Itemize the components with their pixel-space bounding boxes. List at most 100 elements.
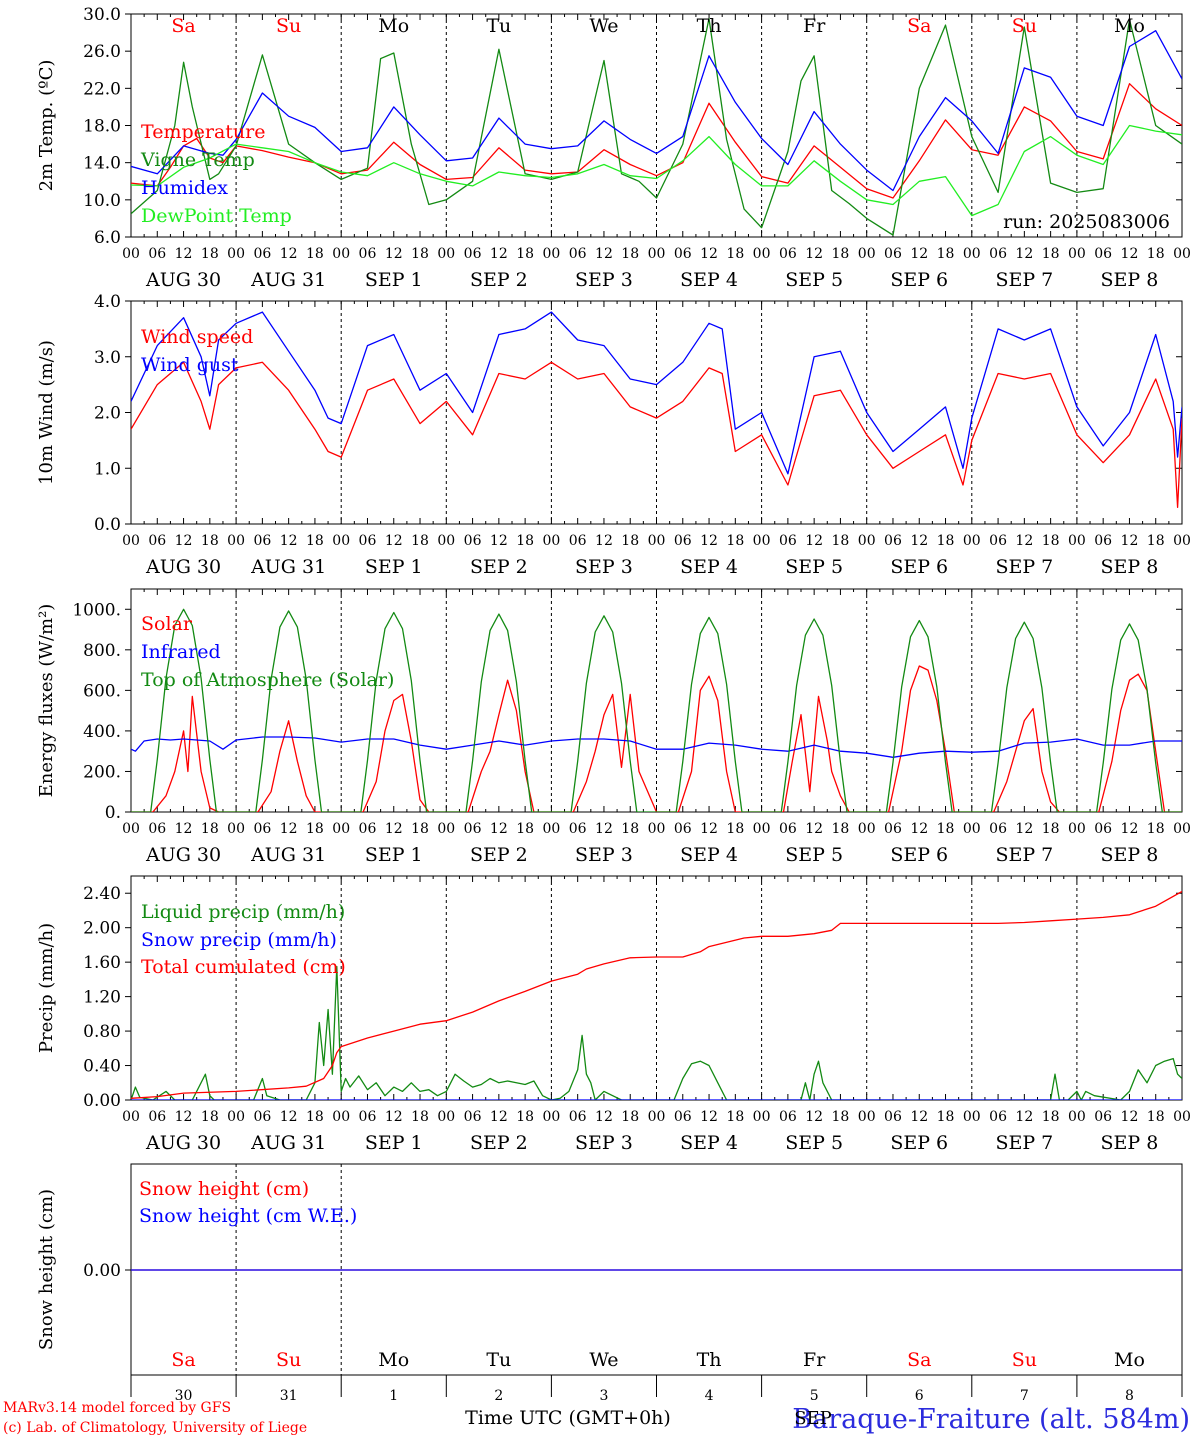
hour-tick-label: 12 xyxy=(1121,821,1139,837)
hour-tick-label: 12 xyxy=(280,246,298,262)
hour-tick-label: 18 xyxy=(411,246,429,262)
hour-tick-label: 00 xyxy=(858,821,876,837)
hour-tick-label: 18 xyxy=(516,533,534,549)
run-label: run: 2025083006 xyxy=(1003,211,1170,233)
hour-tick-label: 00 xyxy=(858,533,876,549)
hour-tick-label: 18 xyxy=(726,1109,744,1125)
date-label: SEP 1 xyxy=(365,556,423,578)
date-label: SEP 1 xyxy=(365,269,423,291)
hour-tick-label: 00 xyxy=(753,246,771,262)
hour-tick-label: 12 xyxy=(910,1109,928,1125)
legend-entry: Snow height (cm) xyxy=(139,1178,309,1200)
hour-tick-label: 18 xyxy=(201,246,219,262)
hour-tick-label: 18 xyxy=(621,533,639,549)
y-tick-label: 600. xyxy=(83,681,121,701)
y-tick-label: 1.0 xyxy=(94,459,121,479)
y-tick-label: 30.0 xyxy=(83,5,121,25)
hour-tick-label: 06 xyxy=(989,1109,1007,1125)
hour-tick-label: 18 xyxy=(937,821,955,837)
date-label: SEP 7 xyxy=(995,844,1053,866)
footer-copyright-line: (c) Lab. of Climatology, University of L… xyxy=(3,1420,307,1436)
hour-tick-label: 18 xyxy=(937,1109,955,1125)
day-number-label: 3 xyxy=(599,1388,608,1404)
hour-tick-label: 12 xyxy=(175,1109,193,1125)
hour-tick-label: 12 xyxy=(490,821,508,837)
hour-tick-label: 06 xyxy=(674,1109,692,1125)
footer-model-line: MARv3.14 model forced by GFS xyxy=(3,1400,231,1416)
date-label: AUG 30 xyxy=(145,844,221,866)
hour-tick-label: 18 xyxy=(411,1109,429,1125)
hour-tick-label: 00 xyxy=(1068,1109,1086,1125)
date-label: SEP 2 xyxy=(470,844,528,866)
hour-tick-label: 06 xyxy=(1094,821,1112,837)
day-number-label: 2 xyxy=(494,1388,503,1404)
hour-tick-label: 12 xyxy=(1015,1109,1033,1125)
legend-entry: Temperature xyxy=(141,121,265,143)
date-label: SEP 5 xyxy=(785,1132,843,1154)
hour-tick-label: 00 xyxy=(1068,246,1086,262)
date-label: AUG 31 xyxy=(250,269,326,291)
hour-tick-label: 18 xyxy=(306,821,324,837)
hour-tick-label: 06 xyxy=(253,821,271,837)
weekday-label: Tu xyxy=(486,15,511,37)
hour-tick-label: 18 xyxy=(937,533,955,549)
legend-entry: Liquid precip (mm/h) xyxy=(141,901,345,923)
series-line-humidex xyxy=(131,30,1182,192)
day-number-label: 30 xyxy=(175,1388,193,1404)
time-axis-label: Time UTC (GMT+0h) xyxy=(465,1407,671,1429)
hour-tick-label: 06 xyxy=(884,533,902,549)
hour-tick-label: 06 xyxy=(779,533,797,549)
hour-tick-label: 12 xyxy=(1015,821,1033,837)
hour-tick-label: 06 xyxy=(253,246,271,262)
hour-tick-label: 00 xyxy=(542,1109,560,1125)
date-label: SEP 1 xyxy=(365,1132,423,1154)
hour-tick-label: 00 xyxy=(332,821,350,837)
hour-tick-label: 06 xyxy=(359,246,377,262)
hour-tick-label: 18 xyxy=(1147,533,1165,549)
y-tick-label: 0.00 xyxy=(83,1261,121,1281)
hour-tick-label: 00 xyxy=(1068,821,1086,837)
date-label: SEP 8 xyxy=(1101,269,1159,291)
hour-tick-label: 12 xyxy=(385,821,403,837)
hour-tick-label: 00 xyxy=(753,533,771,549)
series-line-total-cumulated-cm xyxy=(131,890,1182,1099)
hour-tick-label: 06 xyxy=(989,821,1007,837)
hour-tick-label: 00 xyxy=(227,533,245,549)
hour-tick-label: 12 xyxy=(175,533,193,549)
hour-tick-label: 06 xyxy=(569,821,587,837)
hour-tick-label: 18 xyxy=(1147,1109,1165,1125)
legend-entry: Total cumulated (cm) xyxy=(141,956,346,978)
y-tick-label: 0.0 xyxy=(94,515,121,535)
date-label: SEP 6 xyxy=(890,1132,948,1154)
y-tick-label: 22.0 xyxy=(83,79,121,99)
hour-tick-label: 12 xyxy=(280,533,298,549)
hour-tick-label: 00 xyxy=(648,821,666,837)
date-label: SEP 8 xyxy=(1101,1132,1159,1154)
hour-tick-label: 12 xyxy=(805,1109,823,1125)
hour-tick-label: 06 xyxy=(779,1109,797,1125)
hour-tick-label: 00 xyxy=(332,1109,350,1125)
station-label: Baraque-Fraiture (alt. 584m) xyxy=(792,1404,1190,1435)
hour-tick-label: 00 xyxy=(753,821,771,837)
day-number-label: 6 xyxy=(915,1388,924,1404)
hour-tick-label: 12 xyxy=(1121,246,1139,262)
series-line-wind-gust xyxy=(131,311,1182,475)
hour-tick-label: 00 xyxy=(1173,533,1191,549)
hour-tick-label: 18 xyxy=(516,246,534,262)
date-label: SEP 7 xyxy=(995,269,1053,291)
hour-tick-label: 06 xyxy=(464,246,482,262)
date-label: AUG 30 xyxy=(145,1132,221,1154)
series-line-dewpoint-temp xyxy=(131,124,1182,217)
hour-tick-label: 12 xyxy=(385,1109,403,1125)
hour-tick-label: 18 xyxy=(621,1109,639,1125)
date-label: SEP 6 xyxy=(890,844,948,866)
hour-tick-label: 12 xyxy=(805,821,823,837)
hour-tick-label: 18 xyxy=(201,1109,219,1125)
legend-entry: Wind speed xyxy=(141,326,253,348)
date-label: AUG 31 xyxy=(250,1132,326,1154)
hour-tick-label: 12 xyxy=(1121,533,1139,549)
hour-tick-label: 12 xyxy=(280,1109,298,1125)
day-number-label: 4 xyxy=(705,1388,714,1404)
weekday-label: Sa xyxy=(171,1349,195,1371)
